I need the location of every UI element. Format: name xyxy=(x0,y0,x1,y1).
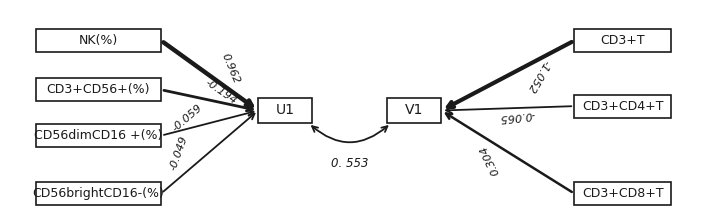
FancyBboxPatch shape xyxy=(387,98,441,123)
FancyBboxPatch shape xyxy=(574,182,671,205)
Text: 0. 553: 0. 553 xyxy=(331,158,368,170)
FancyBboxPatch shape xyxy=(574,95,671,118)
FancyBboxPatch shape xyxy=(258,98,312,123)
Text: NK(%): NK(%) xyxy=(79,34,118,47)
Text: CD3+CD4+T: CD3+CD4+T xyxy=(582,100,663,113)
Text: -0.065: -0.065 xyxy=(499,109,536,123)
Text: -0.194: -0.194 xyxy=(203,78,238,107)
Text: CD56brightCD16-(%): CD56brightCD16-(%) xyxy=(32,187,164,200)
FancyBboxPatch shape xyxy=(35,182,162,205)
Text: CD3+T: CD3+T xyxy=(601,34,645,47)
FancyArrowPatch shape xyxy=(312,126,387,142)
FancyBboxPatch shape xyxy=(35,29,162,52)
FancyBboxPatch shape xyxy=(35,78,162,101)
Text: 0.304: 0.304 xyxy=(478,143,501,176)
Text: CD3+CD8+T: CD3+CD8+T xyxy=(582,187,663,200)
Text: U1: U1 xyxy=(275,103,295,118)
Text: CD56dimCD16 +(%): CD56dimCD16 +(%) xyxy=(34,129,162,142)
Text: -0.059: -0.059 xyxy=(170,103,204,133)
FancyBboxPatch shape xyxy=(35,124,162,147)
Text: V1: V1 xyxy=(405,103,423,118)
Text: -1.052: -1.052 xyxy=(525,58,552,94)
Text: CD3+CD56+(%): CD3+CD56+(%) xyxy=(47,83,150,96)
FancyBboxPatch shape xyxy=(574,29,671,52)
Text: -0.049: -0.049 xyxy=(169,135,190,172)
Text: 0.962: 0.962 xyxy=(219,52,241,86)
